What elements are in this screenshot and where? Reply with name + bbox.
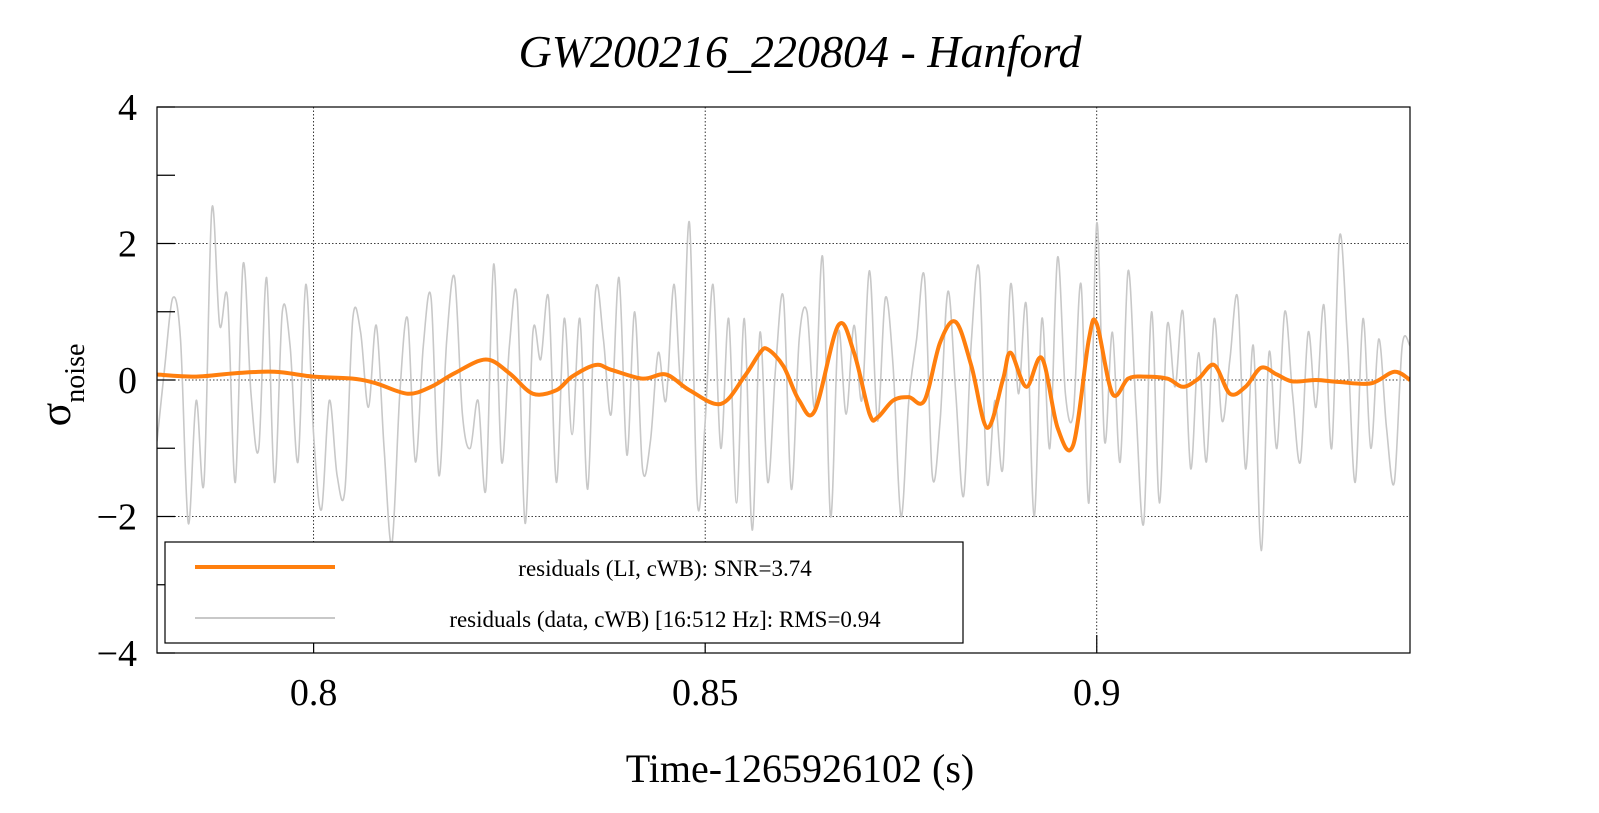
- y-tick-label: 4: [118, 87, 137, 129]
- x-tick-label: 0.85: [672, 672, 739, 714]
- y-axis-label-symbol: σ: [31, 402, 80, 426]
- series-layer: [157, 205, 1410, 552]
- x-axis-label: Time-1265926102 (s): [626, 746, 975, 791]
- chart-title: GW200216_220804 - Hanford: [518, 26, 1082, 77]
- y-axis-label-group: σnoise: [31, 344, 91, 427]
- y-axis-label-subscript: noise: [60, 344, 91, 403]
- legend: residuals (LI, cWB): SNR=3.74 residuals …: [164, 541, 964, 644]
- legend-box: [164, 541, 964, 644]
- y-tick-label: 0: [118, 360, 137, 402]
- tick-labels: 0.8 0.85 0.9 −4 −2 0 2 4: [97, 87, 1121, 714]
- legend-label-li: residuals (LI, cWB): SNR=3.74: [518, 556, 812, 581]
- y-axis-label: σnoise: [31, 344, 91, 427]
- series-line-li-residuals: [157, 317, 1410, 453]
- x-tick-label: 0.8: [290, 672, 338, 714]
- y-tick-label: −4: [97, 633, 137, 675]
- axis-ticks: [157, 106, 1098, 654]
- series-line-data-residuals: [157, 205, 1410, 552]
- x-tick-label: 0.9: [1073, 672, 1121, 714]
- y-tick-label: 2: [118, 224, 137, 266]
- legend-label-data: residuals (data, cWB) [16:512 Hz]: RMS=0…: [449, 607, 881, 632]
- y-tick-label: −2: [97, 497, 137, 539]
